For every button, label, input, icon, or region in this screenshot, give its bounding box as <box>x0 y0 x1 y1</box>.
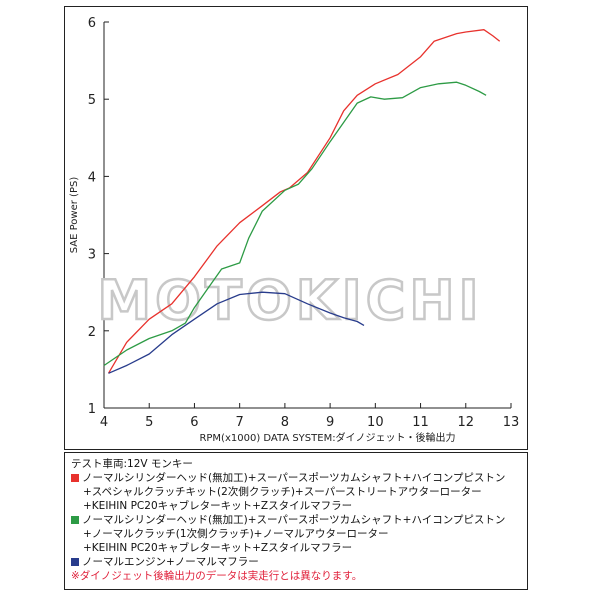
y-tick-label: 2 <box>88 325 96 340</box>
x-tick-label: 13 <box>503 415 520 430</box>
y-tick-label: 4 <box>88 170 96 185</box>
y-tick-label: 6 <box>88 16 96 31</box>
legend-swatch-1 <box>71 474 79 482</box>
legend-note: ※ダイノジェット後輪出力のデータは実走行とは異なります。 <box>71 570 363 582</box>
legend-entry-2-line: +ノーマルクラッチ(1次側クラッチ)+ノーマルアウターローター <box>71 527 521 541</box>
x-tick-label: 4 <box>100 415 108 430</box>
legend-entry-3-line: ノーマルエンジン+ノーマルマフラー <box>71 555 521 569</box>
legend-entry-1-line: ノーマルシリンダーヘッド(無加工)+スーパースポーツカムシャフト+ハイコンプピス… <box>71 471 521 485</box>
x-tick-label: 5 <box>145 415 153 430</box>
y-tick-label: 1 <box>88 402 96 417</box>
legend-entry-text: +KEIHIN PC20キャブレターキット+Zスタイルマフラー <box>83 542 353 554</box>
legend-entry-2-line: ノーマルシリンダーヘッド(無加工)+スーパースポーツカムシャフト+ハイコンプピス… <box>71 513 521 527</box>
x-tick-label: 9 <box>326 415 334 430</box>
x-tick-label: 12 <box>458 415 475 430</box>
chart-frame: 4 5 6 7 8 9 10 11 12 13 1 2 3 4 5 6 MOTOKICHI SAE Power… <box>64 6 528 450</box>
series-line-3 <box>108 291 365 374</box>
legend-entry-1-line: +スペシャルクラッチキット(2次側クラッチ)+スーパーストリートアウターローター <box>71 485 521 499</box>
x-tick-label: 6 <box>190 415 198 430</box>
watermark: MOTOKICHI <box>97 269 482 332</box>
y-axis-label: SAE Power (PS) <box>69 177 80 254</box>
x-tick-label: 7 <box>236 415 244 430</box>
y-tick-label: 5 <box>88 93 96 108</box>
legend-panel: テスト車両:12V モンキー ノーマルシリンダーヘッド(無加工)+スーパースポー… <box>64 452 528 590</box>
legend-entry-text: ノーマルシリンダーヘッド(無加工)+スーパースポーツカムシャフト+ハイコンプピス… <box>82 472 506 484</box>
legend-entry-2-line: +KEIHIN PC20キャブレターキット+Zスタイルマフラー <box>71 541 521 555</box>
legend-entry-text: +スペシャルクラッチキット(2次側クラッチ)+スーパーストリートアウターローター <box>83 486 482 498</box>
x-tick-label: 11 <box>412 415 429 430</box>
legend-entry-text: +KEIHIN PC20キャブレターキット+Zスタイルマフラー <box>83 500 353 512</box>
legend-swatch-3 <box>71 558 79 566</box>
legend-entries: ノーマルシリンダーヘッド(無加工)+スーパースポーツカムシャフト+ハイコンプピス… <box>71 471 521 569</box>
legend-swatch-2 <box>71 516 79 524</box>
legend-entry-1-line: +KEIHIN PC20キャブレターキット+Zスタイルマフラー <box>71 499 521 513</box>
x-tick-label: 10 <box>367 415 384 430</box>
legend-entry-text: ノーマルエンジン+ノーマルマフラー <box>82 556 259 568</box>
legend-header: テスト車両:12V モンキー <box>71 458 193 470</box>
x-axis-label: RPM(x1000) DATA SYSTEM:ダイノジェット・後輪出力 <box>199 431 455 444</box>
legend-entry-text: +ノーマルクラッチ(1次側クラッチ)+ノーマルアウターローター <box>83 528 389 540</box>
x-tick-label: 8 <box>281 415 289 430</box>
series-lines <box>103 29 501 374</box>
y-tick-label: 3 <box>88 248 96 263</box>
legend-entry-text: ノーマルシリンダーヘッド(無加工)+スーパースポーツカムシャフト+ハイコンプピス… <box>82 514 506 526</box>
series-line-2 <box>103 81 487 367</box>
axes <box>103 21 512 409</box>
series-line-1 <box>107 29 501 374</box>
